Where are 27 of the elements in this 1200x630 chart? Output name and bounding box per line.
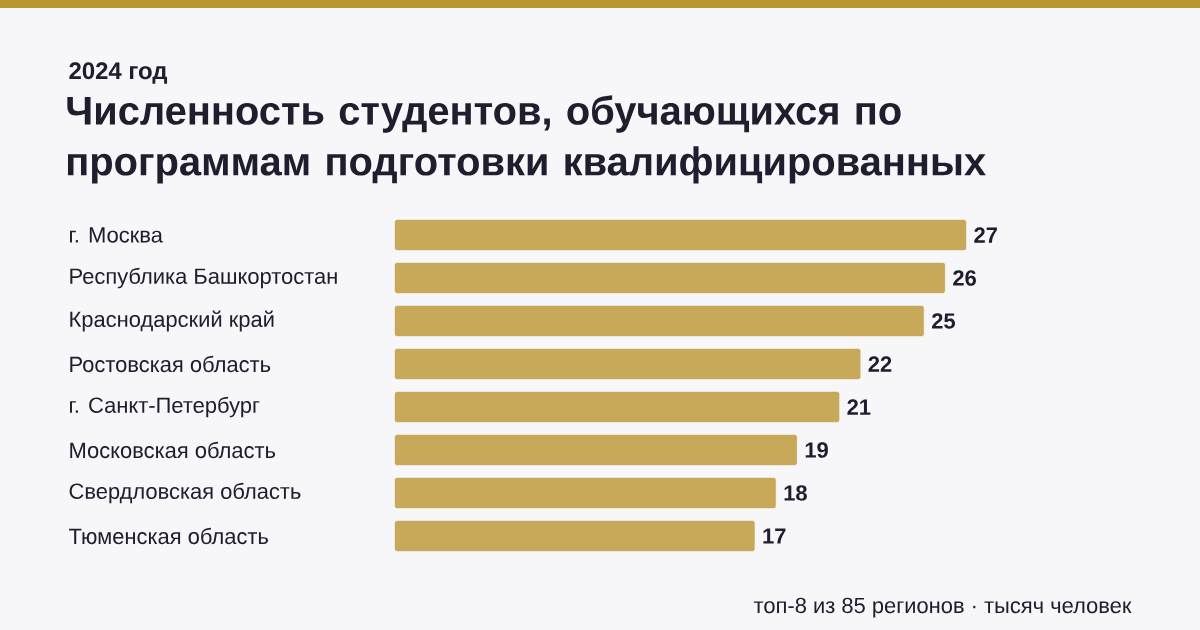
y-tick-label: г. Санкт-Петербург (70, 396, 260, 418)
bar (394, 520, 755, 552)
y-tick-label: Ростовская область (70, 355, 271, 373)
data-label: 25 (932, 313, 955, 329)
y-tick-label: Московская область (70, 441, 276, 459)
bar (394, 391, 840, 423)
data-label: 18 (784, 485, 807, 501)
chart-title: Численность студентов, обучающихся по программам подготовки квалифицированных (67, 95, 986, 184)
data-label: 22 (868, 356, 892, 372)
text: топ-8 из 85 регионов · тысяч человек (753, 597, 1132, 618)
y-tick-label: Тюменская область (69, 527, 268, 545)
bar (394, 219, 967, 251)
data-label: 27 (974, 227, 997, 243)
data-label: 19 (805, 442, 828, 458)
bar (394, 348, 861, 380)
data-label: 21 (847, 399, 871, 415)
bar (394, 262, 946, 294)
y-tick-label: Республика Башкортостан (70, 267, 337, 289)
y-tick-label: Свердловская область (69, 482, 301, 504)
text: 2024 год (69, 62, 168, 84)
y-tick-label: Краснодарский край (70, 310, 274, 332)
data-label: 17 (763, 528, 786, 544)
y-tick-label: г. Москва (70, 227, 163, 243)
data-label: 26 (953, 270, 976, 286)
bar (394, 477, 776, 509)
bar (394, 434, 798, 466)
bar (394, 305, 924, 337)
